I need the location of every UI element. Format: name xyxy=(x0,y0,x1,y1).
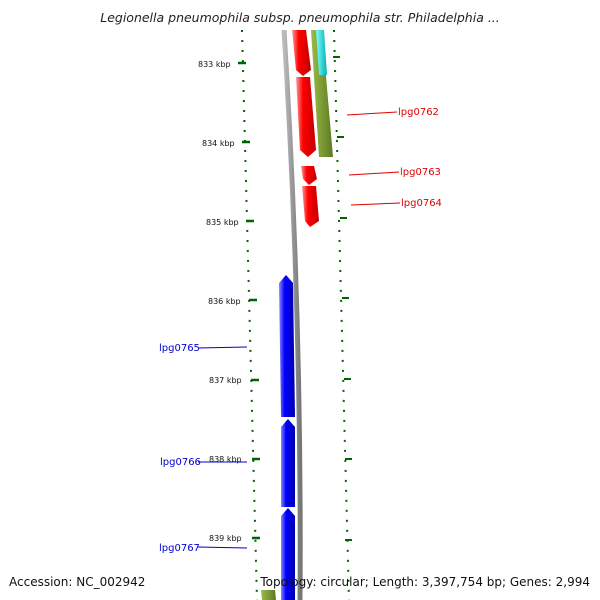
gene-label: lpg0767 xyxy=(159,543,200,554)
gene-arrow-red xyxy=(296,77,316,157)
gene-labels: lpg0762 lpg0763 lpg0764 lpg0765 lpg0766 … xyxy=(159,107,442,554)
accession-text: Accession: NC_002942 xyxy=(9,575,146,589)
gene-arrow-blue xyxy=(281,419,295,507)
feature-olive xyxy=(261,590,276,600)
feature-olive xyxy=(311,30,333,157)
gene-arrow-blue xyxy=(279,275,295,417)
inner-tick-track xyxy=(241,29,258,600)
gene-label: lpg0763 xyxy=(400,167,441,178)
scale-label: 839 kbp xyxy=(209,534,242,543)
scale-label: 835 kbp xyxy=(206,218,239,227)
gene-label: lpg0765 xyxy=(159,343,200,354)
reverse-genes xyxy=(279,275,295,600)
gene-arrow-blue xyxy=(281,508,295,600)
map-title: Legionella pneumophila subsp. pneumophil… xyxy=(100,10,500,25)
forward-genes xyxy=(292,30,319,227)
genome-backbone xyxy=(281,29,303,600)
scale-label: 838 kbp xyxy=(209,455,242,464)
gene-label: lpg0766 xyxy=(160,457,201,468)
scale-labels: 833 kbp 834 kbp 835 kbp 836 kbp 837 kbp … xyxy=(198,60,242,543)
scale-label: 836 kbp xyxy=(208,297,241,306)
gene-arrow-red xyxy=(302,186,319,227)
inner-major-ticks xyxy=(238,61,260,540)
outer-tick-track xyxy=(333,29,350,600)
genome-summary-text: Topology: circular; Length: 3,397,754 bp… xyxy=(260,575,590,589)
gene-label: lpg0764 xyxy=(401,198,442,209)
scale-label: 833 kbp xyxy=(198,60,231,69)
gene-arrow-red xyxy=(292,30,311,76)
gene-label: lpg0762 xyxy=(398,107,439,118)
feature-cyan xyxy=(316,30,327,75)
callout-lines xyxy=(197,111,401,549)
gene-arrow-red xyxy=(301,166,317,185)
outer-major-ticks xyxy=(333,56,352,541)
scale-label: 834 kbp xyxy=(202,139,235,148)
scale-label: 837 kbp xyxy=(209,376,242,385)
